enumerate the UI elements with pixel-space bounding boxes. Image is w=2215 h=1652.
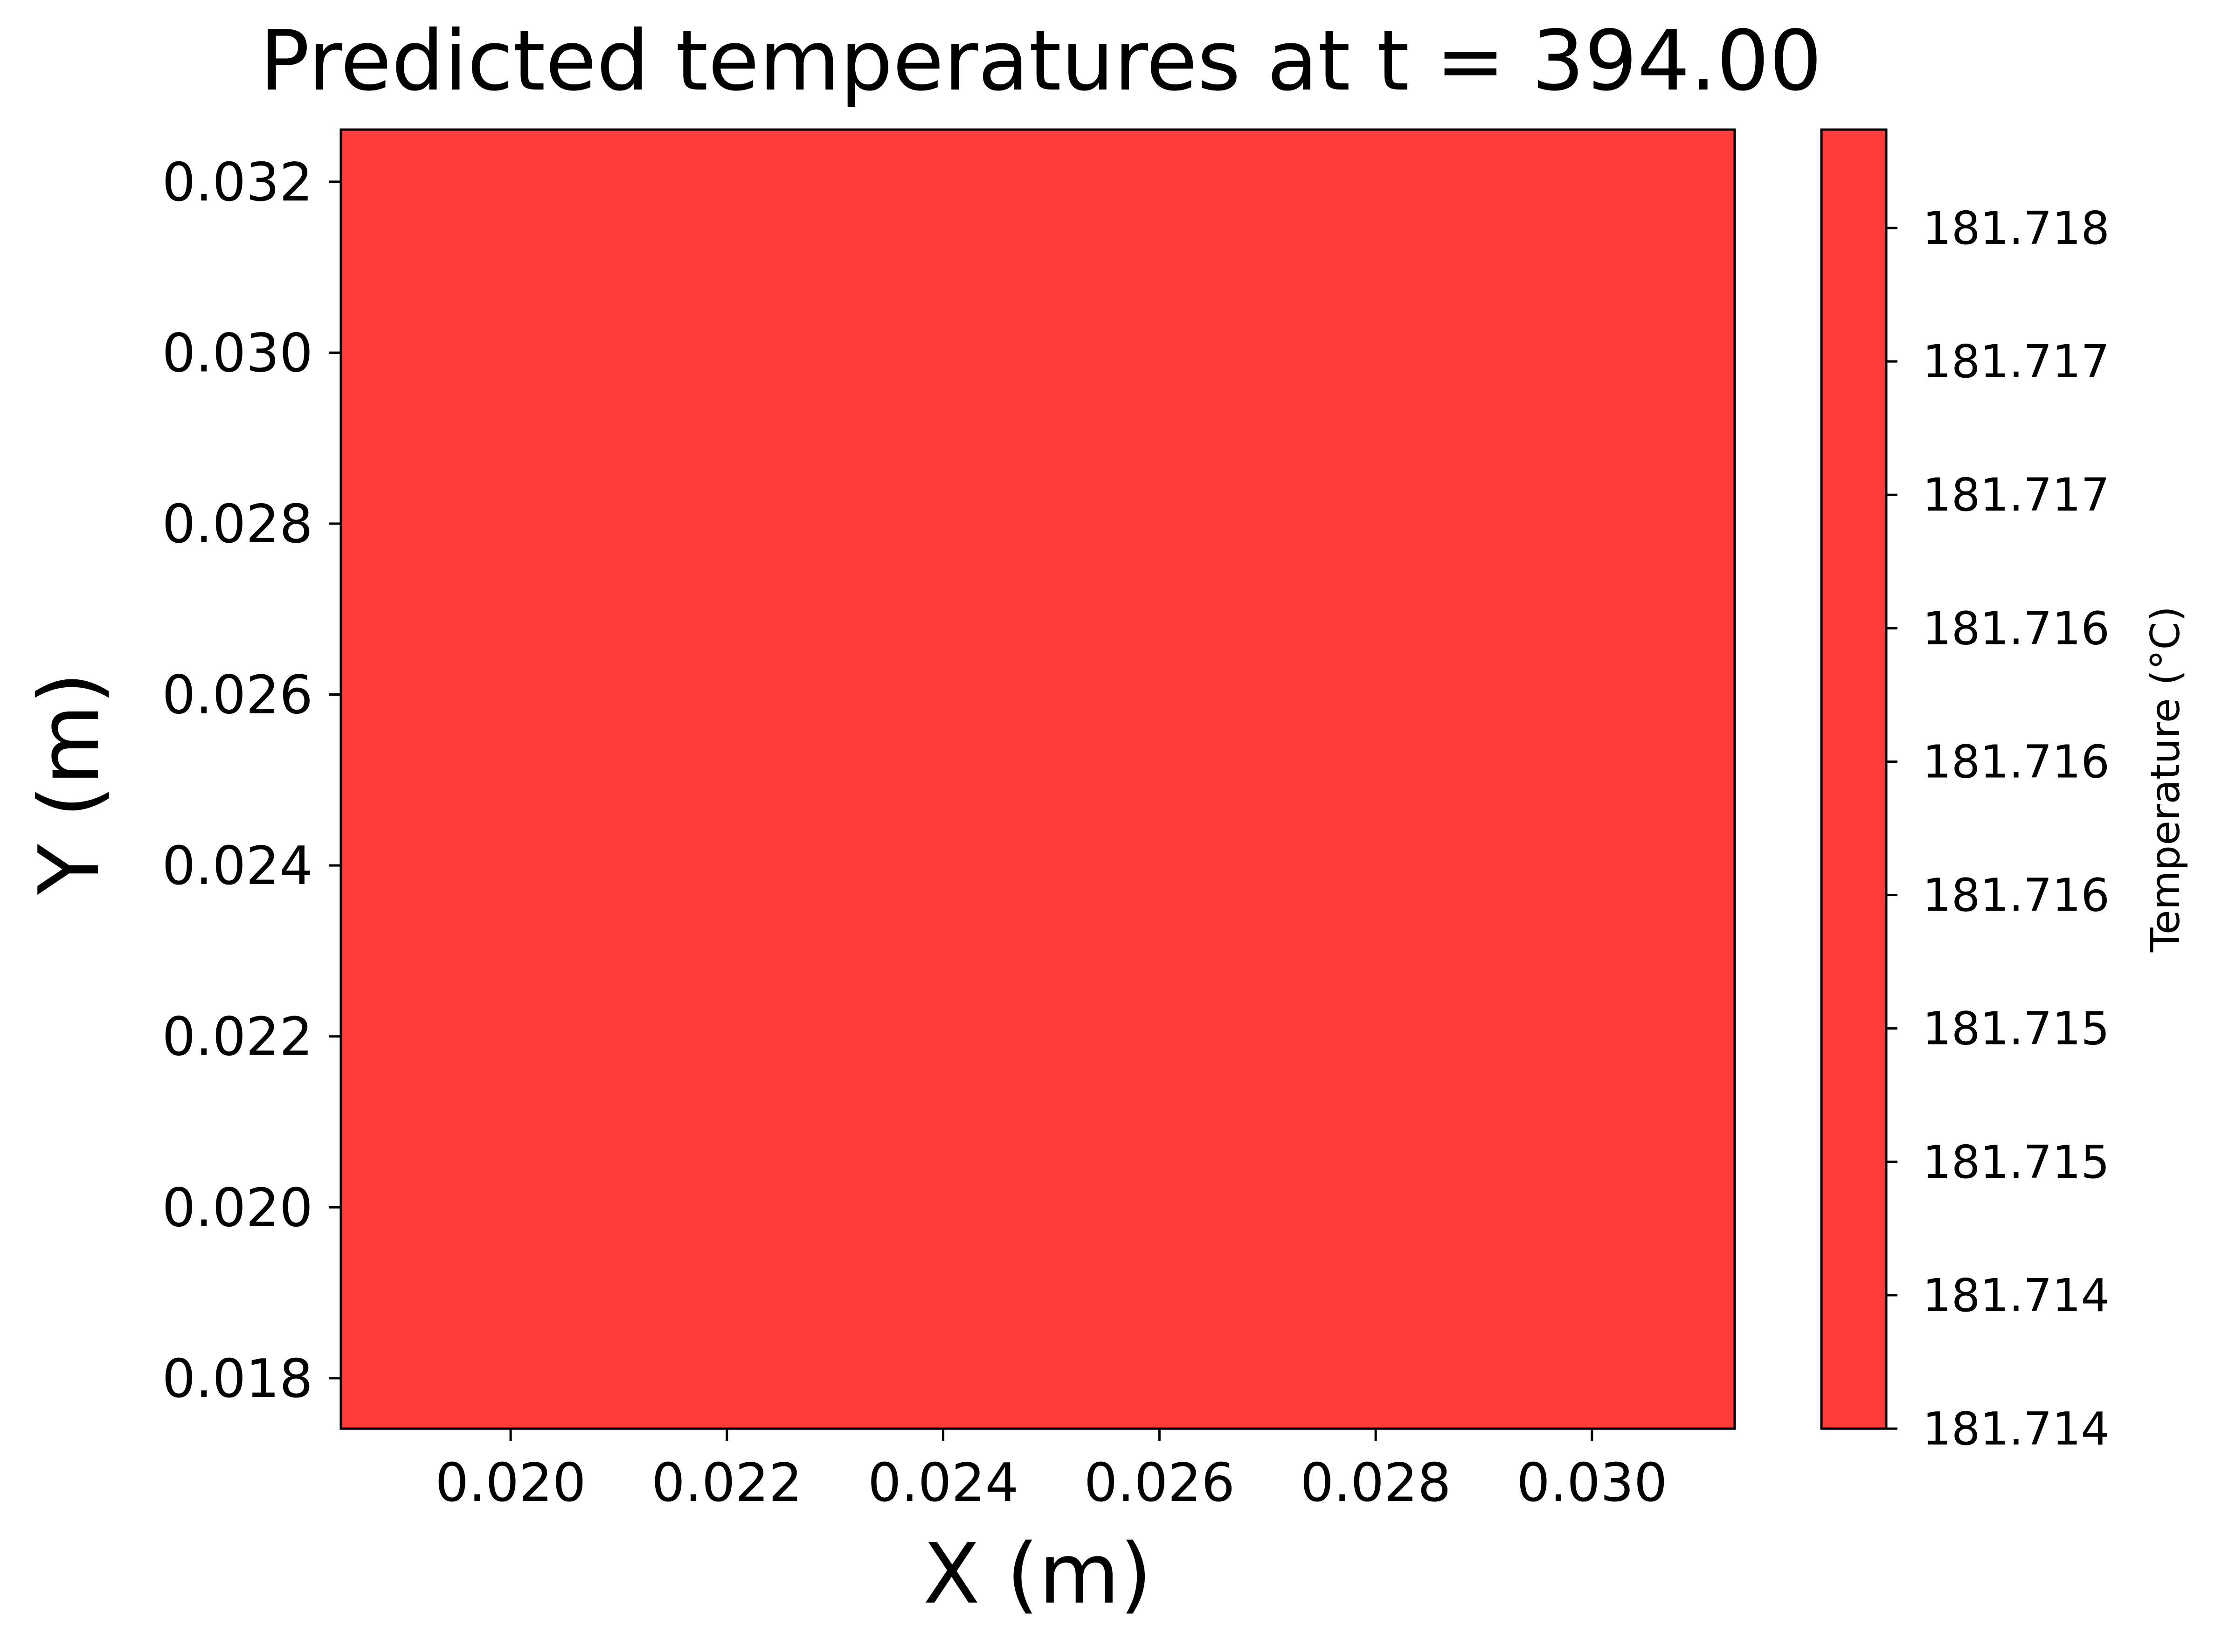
colorbar-ticks: 181.714 181.714 181.715 181.715 181.716 181.7… — [1886, 202, 2110, 1455]
colorbar-tick-label: 181.716 — [1923, 735, 2110, 788]
x-axis-ticks: 0.020 0.022 0.024 0.026 0.028 0.030 — [435, 1429, 1668, 1514]
x-tick-label: 0.022 — [651, 1452, 803, 1514]
x-axis-label: X (m) — [923, 1526, 1152, 1622]
y-tick-label: 0.022 — [162, 1006, 313, 1068]
y-tick-label: 0.032 — [162, 152, 313, 213]
colorbar-tick-label: 181.714 — [1923, 1403, 2110, 1455]
y-tick-label: 0.018 — [162, 1348, 313, 1410]
x-tick-label: 0.024 — [868, 1452, 1019, 1514]
x-tick-label: 0.028 — [1300, 1452, 1451, 1514]
colorbar-tick-label: 181.717 — [1923, 469, 2110, 521]
colorbar-tick-label: 181.717 — [1923, 335, 2110, 388]
temperature-field — [341, 130, 1735, 1429]
colorbar-tick-label: 181.715 — [1923, 1136, 2110, 1189]
colorbar-tick-label: 181.714 — [1923, 1269, 2110, 1322]
x-tick-label: 0.020 — [435, 1452, 586, 1514]
x-tick-label: 0.026 — [1084, 1452, 1235, 1514]
colorbar-tick-label: 181.715 — [1923, 1002, 2110, 1055]
y-tick-label: 0.028 — [162, 493, 313, 555]
colorbar — [1821, 130, 1886, 1429]
y-tick-label: 0.026 — [162, 664, 313, 726]
y-axis-label: Y (m) — [21, 672, 118, 895]
colorbar-tick-label: 181.716 — [1923, 869, 2110, 922]
y-axis-ticks: 0.018 0.020 0.022 0.024 0.026 0.028 0.030 0.032 — [162, 152, 341, 1410]
colorbar-tick-label: 181.716 — [1923, 602, 2110, 655]
colorbar-label: Temperature (°C) — [2142, 606, 2189, 953]
y-tick-label: 0.024 — [162, 835, 313, 897]
chart-title: Predicted temperatures at t = 394.00 — [260, 13, 1822, 109]
colorbar-frame — [1820, 128, 1888, 1430]
y-tick-label: 0.030 — [162, 322, 313, 384]
plot-frame — [339, 128, 1736, 1430]
y-tick-label: 0.020 — [162, 1177, 313, 1238]
x-tick-label: 0.030 — [1516, 1452, 1668, 1514]
colorbar-tick-label: 181.718 — [1923, 202, 2110, 255]
